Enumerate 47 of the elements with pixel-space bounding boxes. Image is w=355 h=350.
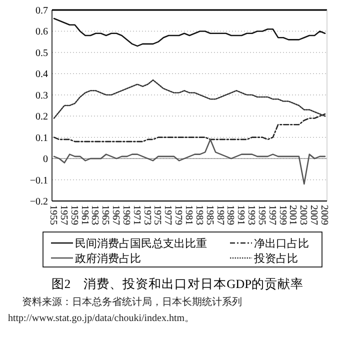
x-tick-label: 1977 <box>162 205 174 225</box>
legend-label: 政府消费占比 <box>75 252 141 265</box>
x-tick-label: 2007 <box>308 205 320 225</box>
y-tick-label: 0.3 <box>36 90 48 102</box>
y-tick-label: 0 <box>43 154 48 166</box>
y-tick-label: 0.7 <box>36 6 48 16</box>
x-tick-label: 2001 <box>287 205 298 225</box>
legend-label: 净出口占比 <box>254 237 309 250</box>
x-tick-label: 1981 <box>183 205 194 225</box>
x-tick-label: 1965 <box>100 205 111 225</box>
line-series <box>53 18 326 47</box>
legend-label: 民间消费占国民总支出比重 <box>75 237 207 250</box>
y-tick-label: 0.5 <box>36 48 48 59</box>
x-tick-label: 1957 <box>58 205 69 225</box>
y-tick-label: −0.1 <box>30 175 48 186</box>
x-tick-label: 1961 <box>78 205 90 225</box>
line-series <box>53 79 326 119</box>
y-tick-label: 0.1 <box>36 132 48 144</box>
line-series <box>53 138 326 185</box>
x-tick-label: 1993 <box>246 205 257 225</box>
y-tick-label: 0.6 <box>36 26 48 38</box>
x-tick-label: 1971 <box>130 205 142 225</box>
x-tick-label: 2003 <box>298 205 309 225</box>
y-tick-label: 0.4 <box>36 69 48 80</box>
x-tick-label: 2009 <box>318 205 330 225</box>
x-tick-label: 1991 <box>235 205 246 225</box>
y-tick-label: −0.2 <box>30 196 48 208</box>
x-tick-label: 1969 <box>120 205 132 225</box>
text: 资料来源：日本总务省统计局，日本长期统计系列 http://www.stat.go.jp/data/chouki/index.htm。 <box>8 296 242 324</box>
x-tick-label: 1959 <box>68 205 80 225</box>
x-tick-label: 1999 <box>276 205 288 225</box>
line-series <box>53 113 326 142</box>
x-tick-label: 1955 <box>48 205 58 225</box>
x-tick-label: 1963 <box>89 205 100 225</box>
text: 图2 消费、投资和出口对日本GDP的贡献率 <box>51 276 304 291</box>
x-tick-label: 1975 <box>152 205 163 225</box>
x-tick-label: 1995 <box>256 205 267 225</box>
x-tick-label: 1967 <box>110 205 122 225</box>
x-tick-label: 1973 <box>141 205 152 225</box>
x-tick-label: 1985 <box>204 205 215 225</box>
x-tick-label: 1997 <box>266 205 278 225</box>
y-tick-label: 0.2 <box>36 112 48 123</box>
x-tick-label: 1989 <box>224 205 236 225</box>
legend-label: 投资占比 <box>253 252 298 265</box>
x-tick-label: 1987 <box>214 205 226 225</box>
x-tick-label: 1983 <box>193 205 204 225</box>
x-tick-label: 1979 <box>172 205 184 225</box>
